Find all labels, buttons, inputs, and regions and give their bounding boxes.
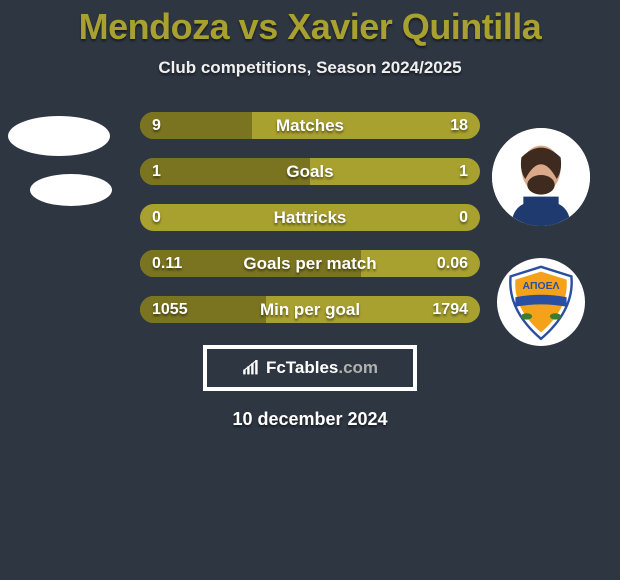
stat-right-value: 0.06 [437,255,468,273]
stat-right-value: 0 [459,209,468,227]
bar-chart-icon [242,360,262,376]
stat-row: 1 Goals 1 [140,158,480,185]
stat-left-value: 0 [152,209,161,227]
player-right-avatar [492,128,590,226]
stat-left-value: 9 [152,117,161,135]
stat-right-value: 1 [459,163,468,181]
stat-row: 1055 Min per goal 1794 [140,296,480,323]
apoel-badge-icon: ΑΠΟΕΛ [501,262,581,342]
comparison-subtitle: Club competitions, Season 2024/2025 [0,58,620,78]
stat-row: 9 Matches 18 [140,112,480,139]
comparison-title: Mendoza vs Xavier Quintilla [0,0,620,48]
stat-row: 0.11 Goals per match 0.06 [140,250,480,277]
stat-right-value: 1794 [432,301,468,319]
player-photo-placeholder [492,128,590,226]
stat-row: 0 Hattricks 0 [140,204,480,231]
club-left-badge [30,174,112,206]
stat-left-value: 1055 [152,301,188,319]
stat-left-value: 1 [152,163,161,181]
stat-fill [140,158,310,185]
club-right-badge: ΑΠΟΕΛ [497,258,585,346]
svg-text:ΑΠΟΕΛ: ΑΠΟΕΛ [523,281,560,292]
player-left-avatar [8,116,110,156]
stat-label: Matches [276,116,344,136]
comparison-date: 10 december 2024 [0,409,620,430]
stat-right-value: 18 [450,117,468,135]
brand-watermark: FcTables.com [203,345,417,391]
stat-label: Hattricks [274,208,347,228]
brand-name: FcTables.com [266,358,378,378]
stat-label: Goals [286,162,333,182]
stat-label: Min per goal [260,300,360,320]
stat-label: Goals per match [243,254,376,274]
stat-left-value: 0.11 [152,255,182,273]
